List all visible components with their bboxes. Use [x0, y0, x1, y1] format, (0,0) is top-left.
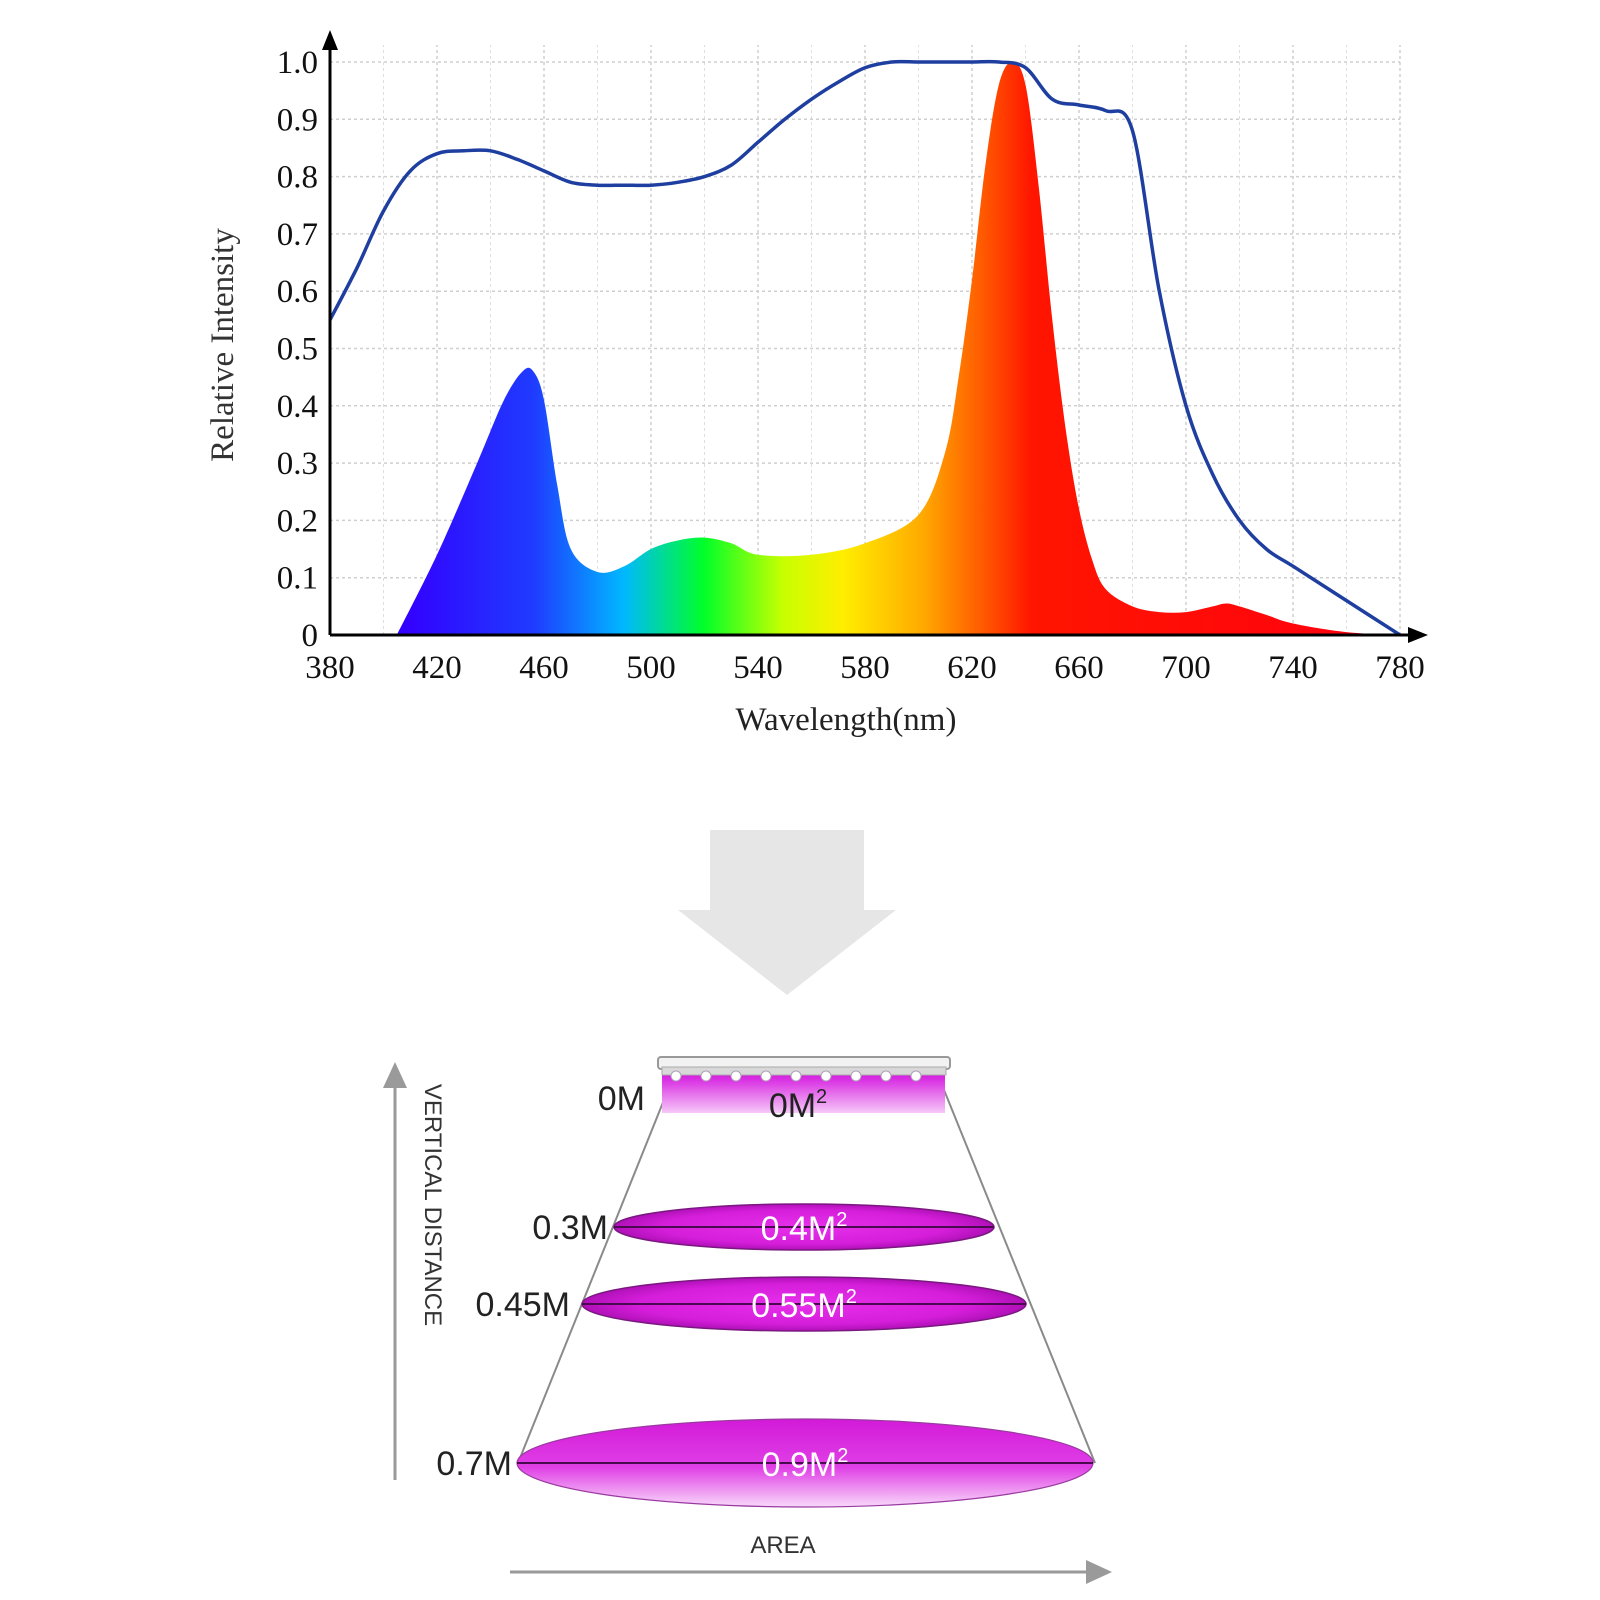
led-icon [760, 1070, 772, 1082]
y-tick-label: 1.0 [277, 45, 318, 81]
area-label-0-55m2: 0.55M2 [751, 1286, 857, 1325]
y-tick-label: 0.6 [277, 274, 318, 310]
horizontal-axis-arrowhead [1086, 1560, 1112, 1584]
chart-axes [322, 30, 1428, 643]
area-label-0m: 0M2 [769, 1086, 827, 1125]
led-icon [910, 1070, 922, 1082]
x-tick-label: 380 [305, 650, 355, 686]
x-tick-label: 420 [412, 650, 462, 686]
y-tick-label: 0.7 [277, 217, 318, 253]
led-icon [790, 1070, 802, 1082]
y-tick-labels: 0 0.1 0.2 0.3 0.4 0.5 0.6 0.7 0.8 0.9 1.0 [277, 45, 318, 654]
y-tick-label: 0.4 [277, 389, 318, 425]
x-tick-label: 620 [947, 650, 997, 686]
y-tick-label: 0 [302, 618, 319, 654]
x-axis-title: Wavelength(nm) [736, 702, 957, 738]
x-axis-arrowhead [1408, 627, 1428, 643]
y-tick-label: 0.3 [277, 446, 318, 482]
led-icon [700, 1070, 712, 1082]
y-axis-arrowhead [322, 30, 338, 50]
x-tick-label: 460 [519, 650, 569, 686]
x-tick-label: 580 [840, 650, 890, 686]
vertical-axis-arrowhead [383, 1062, 407, 1088]
x-tick-labels: 380 420 460 500 540 580 620 660 700 740 780 [305, 650, 1425, 686]
led-light-bar-icon [657, 1056, 951, 1113]
led-icon [820, 1070, 832, 1082]
vertical-distance-label: VERTICAL DISTANCE [419, 1084, 446, 1326]
spectrum-chart: 0 0.1 0.2 0.3 0.4 0.5 0.6 0.7 0.8 0.9 1.0 380 420 46… [205, 30, 1428, 738]
chart-grid [329, 45, 1401, 635]
coverage-diagram: VERTICAL DISTANCE AREA 0M 0.3M 0.45M 0.7… [383, 1056, 1112, 1584]
y-tick-label: 0.2 [277, 503, 318, 539]
area-label-0-9m2: 0.9M2 [762, 1445, 849, 1484]
down-arrow-icon [678, 830, 896, 995]
area-label-0-4m2: 0.4M2 [761, 1209, 848, 1248]
spectrum-area-fill [396, 62, 1400, 635]
distance-label-0m: 0M [598, 1080, 645, 1118]
area-axis-label: AREA [750, 1532, 815, 1559]
spectrum-area [396, 62, 1400, 635]
reference-curve [328, 59, 1401, 637]
x-tick-label: 740 [1268, 650, 1318, 686]
y-tick-label: 0.9 [277, 102, 318, 138]
led-icon [880, 1070, 892, 1082]
y-tick-label: 0.8 [277, 160, 318, 196]
led-icon [670, 1070, 682, 1082]
reference-curve-line [328, 59, 1401, 637]
x-tick-label: 500 [626, 650, 676, 686]
beam-edge-right [939, 1079, 1096, 1464]
beam-edge-left [517, 1079, 673, 1464]
x-tick-label: 660 [1054, 650, 1104, 686]
led-icon [850, 1070, 862, 1082]
distance-label-0-45m: 0.45M [476, 1286, 571, 1324]
distance-label-0-7m: 0.7M [436, 1445, 512, 1483]
x-tick-label: 540 [733, 650, 783, 686]
x-tick-label: 780 [1375, 650, 1425, 686]
x-tick-label: 700 [1161, 650, 1211, 686]
y-tick-label: 0.5 [277, 332, 318, 368]
y-axis-title: Relative Intensity [205, 228, 241, 462]
distance-label-0-3m: 0.3M [532, 1209, 608, 1247]
y-tick-label: 0.1 [277, 561, 318, 597]
led-icon [730, 1070, 742, 1082]
